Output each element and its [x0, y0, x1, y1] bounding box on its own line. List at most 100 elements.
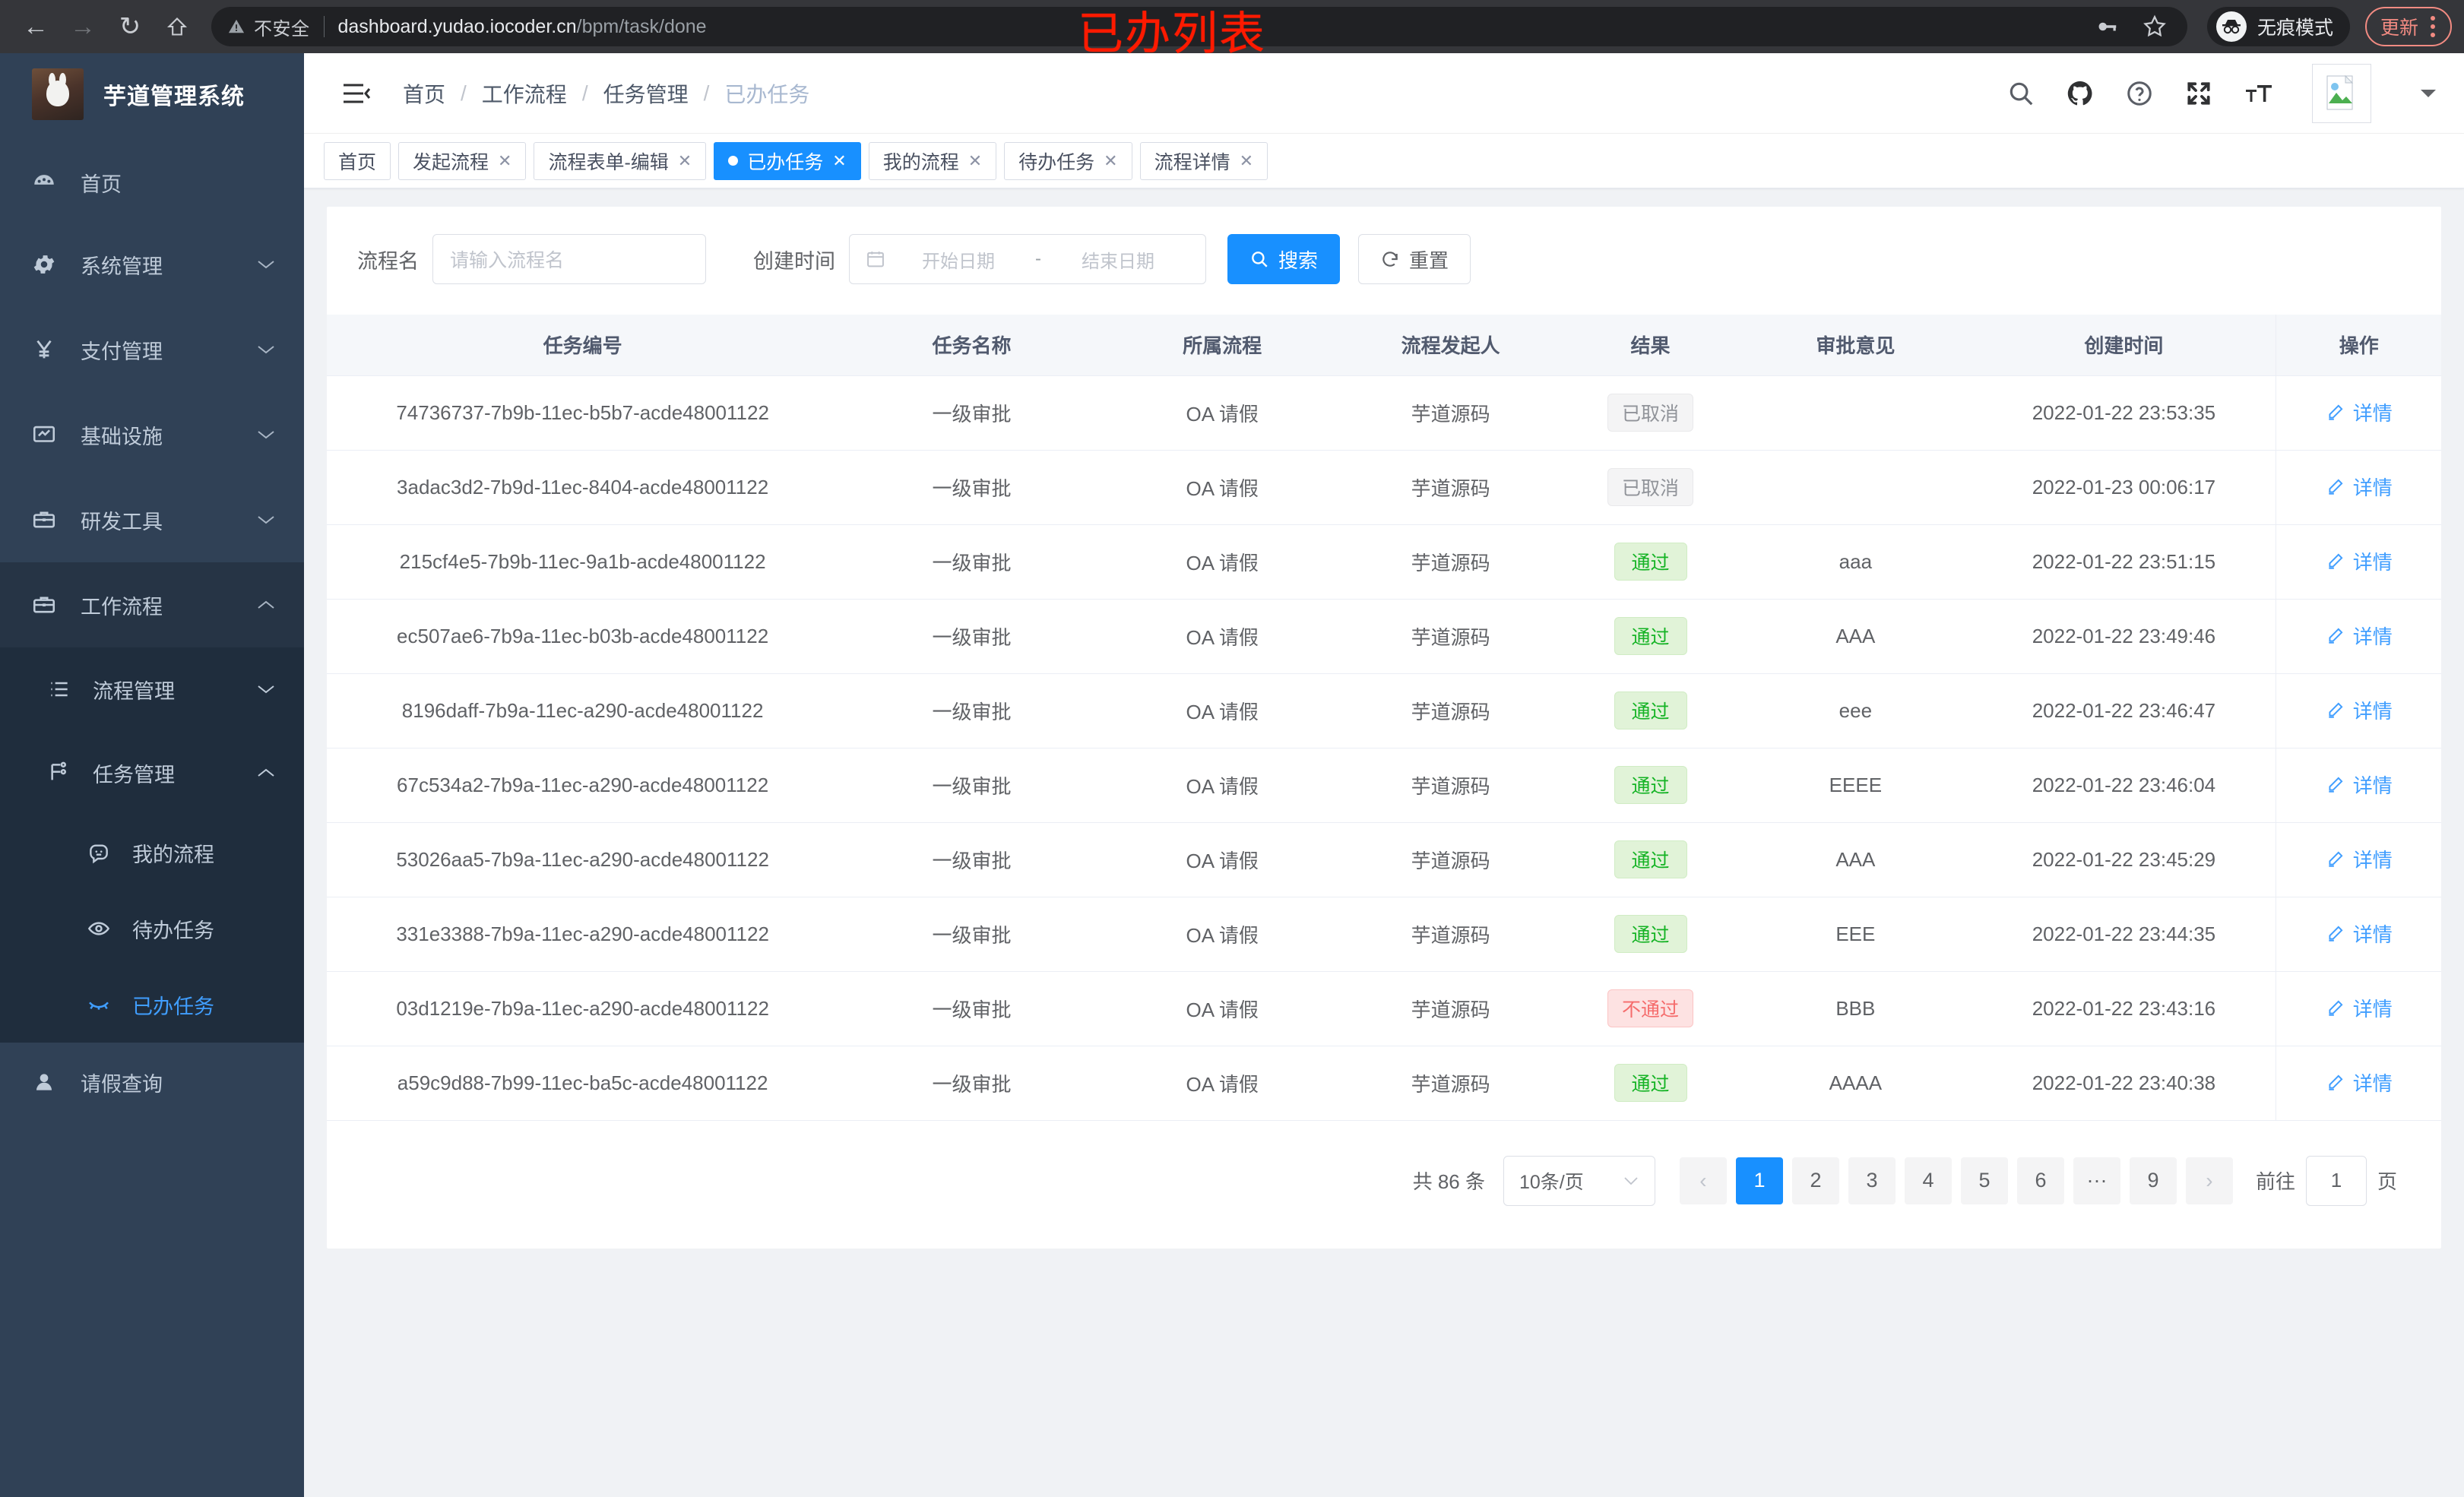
- cell-task-name: 一级审批: [838, 673, 1105, 748]
- forward-arrow-icon[interactable]: →: [70, 12, 96, 41]
- cell-comment: EEEE: [1739, 748, 1972, 823]
- tab-process-detail[interactable]: 流程详情 ✕: [1139, 141, 1268, 180]
- cell-comment: aaa: [1739, 524, 1972, 600]
- pagination-prev-button[interactable]: ‹: [1679, 1157, 1727, 1204]
- pagination-ellipsis[interactable]: ···: [2073, 1157, 2120, 1204]
- pagination-page-5[interactable]: 5: [1960, 1157, 2008, 1204]
- github-icon[interactable]: [2066, 79, 2095, 108]
- status-badge: 通过: [1614, 617, 1687, 655]
- process-name-placeholder: 请输入流程名: [450, 250, 565, 271]
- breadcrumb-item[interactable]: 工作流程: [481, 82, 567, 106]
- cell-initiator: 芋道源码: [1339, 450, 1562, 525]
- sidebar-item-home[interactable]: 首页: [0, 143, 304, 222]
- close-icon[interactable]: ✕: [832, 150, 847, 170]
- sidebar-item-payment[interactable]: 支付管理: [0, 307, 304, 392]
- pagination-page-1[interactable]: 1: [1735, 1157, 1783, 1204]
- detail-link[interactable]: 详情: [2326, 473, 2393, 501]
- detail-link[interactable]: 详情: [2326, 771, 2393, 799]
- monitor-icon: [23, 422, 65, 448]
- cell-created: 2022-01-22 23:49:46: [1972, 599, 2276, 674]
- tabs-bar: 首页 发起流程 ✕ 流程表单-编辑 ✕ 已办任务 ✕ 我的流程 ✕ 待办任务 ✕: [304, 134, 2464, 188]
- reload-icon[interactable]: ↻: [119, 12, 141, 41]
- sidebar-item-devtools[interactable]: 研发工具: [0, 477, 304, 562]
- status-badge: 通过: [1614, 1064, 1687, 1102]
- create-time-daterange[interactable]: 开始日期 - 结束日期: [849, 234, 1206, 284]
- status-badge: 通过: [1614, 692, 1687, 730]
- pencil-icon: [2326, 476, 2345, 496]
- breadcrumb-item[interactable]: 首页: [403, 82, 446, 106]
- tab-start-process[interactable]: 发起流程 ✕: [398, 141, 527, 180]
- sidebar-item-my-process[interactable]: 我的流程: [0, 815, 304, 891]
- search-icon[interactable]: [2006, 79, 2035, 108]
- cell-result: 通过: [1561, 748, 1740, 823]
- tab-home[interactable]: 首页: [324, 141, 391, 180]
- close-icon[interactable]: ✕: [1239, 150, 1254, 170]
- sidebar-item-todo-task[interactable]: 待办任务: [0, 891, 304, 967]
- cell-operation: 详情: [2276, 897, 2441, 972]
- pagination-page-9[interactable]: 9: [2129, 1157, 2177, 1204]
- detail-link[interactable]: 详情: [2326, 919, 2393, 948]
- sidebar-item-leave-query[interactable]: 请假查询: [0, 1043, 304, 1122]
- caret-down-icon[interactable]: [2418, 87, 2438, 100]
- pagination-page-3[interactable]: 3: [1848, 1157, 1896, 1204]
- pagination-page-6[interactable]: 6: [2016, 1157, 2064, 1204]
- avatar[interactable]: [2312, 63, 2371, 123]
- col-task-name: 任务名称: [838, 315, 1105, 376]
- sidebar-item-infrastructure[interactable]: 基础设施: [0, 392, 304, 477]
- tab-my-process[interactable]: 我的流程 ✕: [868, 141, 997, 180]
- detail-link[interactable]: 详情: [2326, 1068, 2393, 1097]
- top-header: 首页 / 工作流程 / 任务管理 / 已办任务: [304, 53, 2464, 134]
- close-icon[interactable]: ✕: [677, 150, 692, 170]
- pagination-page-2[interactable]: 2: [1791, 1157, 1839, 1204]
- create-time-label: 创建时间: [753, 249, 835, 273]
- table-row: 03d1219e-7b9a-11ec-a290-acde48001122 一级审批…: [327, 971, 2441, 1046]
- update-button[interactable]: 更新: [2364, 7, 2452, 46]
- kebab-menu-icon[interactable]: [2423, 16, 2443, 37]
- table-row: 67c534a2-7b9a-11ec-a290-acde48001122 一级审批…: [327, 748, 2441, 823]
- sidebar-item-label: 我的流程: [132, 843, 214, 866]
- home-icon[interactable]: [154, 3, 201, 50]
- sidebar-item-task-management[interactable]: 任务管理: [0, 731, 304, 815]
- breadcrumb-item[interactable]: 任务管理: [603, 82, 689, 106]
- page-size-select[interactable]: 10条/页: [1503, 1155, 1655, 1206]
- detail-link[interactable]: 详情: [2326, 547, 2393, 575]
- hamburger-icon[interactable]: [327, 81, 385, 106]
- detail-link[interactable]: 详情: [2326, 994, 2393, 1022]
- close-icon[interactable]: ✕: [968, 150, 983, 170]
- search-button[interactable]: 搜索: [1227, 234, 1341, 284]
- detail-link[interactable]: 详情: [2326, 845, 2393, 873]
- close-icon[interactable]: ✕: [1104, 150, 1118, 170]
- sidebar-item-system[interactable]: 系统管理: [0, 222, 304, 307]
- detail-link[interactable]: 详情: [2326, 696, 2393, 724]
- sidebar-item-process-management[interactable]: 流程管理: [0, 647, 304, 731]
- pagination-page-4[interactable]: 4: [1904, 1157, 1952, 1204]
- table-row: 74736737-7b9b-11ec-b5b7-acde48001122 一级审批…: [327, 375, 2441, 451]
- incognito-indicator[interactable]: 无痕模式: [2206, 7, 2350, 46]
- security-label: 不安全: [254, 18, 310, 40]
- active-dot-icon: [728, 156, 739, 166]
- key-icon[interactable]: [2095, 15, 2120, 38]
- reset-button[interactable]: 重置: [1358, 234, 1471, 284]
- close-icon[interactable]: ✕: [498, 150, 512, 170]
- help-icon[interactable]: [2125, 79, 2154, 108]
- detail-link[interactable]: 详情: [2326, 398, 2393, 426]
- cell-process: OA 请假: [1104, 375, 1340, 451]
- jump-page-input[interactable]: 1: [2305, 1155, 2367, 1206]
- col-comment: 审批意见: [1739, 315, 1972, 376]
- sidebar-item-label: 流程管理: [93, 679, 175, 703]
- back-arrow-icon[interactable]: ←: [23, 12, 49, 41]
- star-icon[interactable]: [2142, 14, 2168, 40]
- process-name-input[interactable]: 请输入流程名: [432, 234, 706, 284]
- tab-process-form-edit[interactable]: 流程表单-编辑 ✕: [534, 141, 707, 180]
- tab-todo-task[interactable]: 待办任务 ✕: [1004, 141, 1132, 180]
- sidebar-item-workflow[interactable]: 工作流程: [0, 562, 304, 647]
- address-bar[interactable]: 不安全 dashboard.yudao.iocoder.cn/bpm/task/…: [211, 7, 2187, 46]
- pagination-next-button[interactable]: ›: [2185, 1157, 2233, 1204]
- sidebar-item-done-task[interactable]: 已办任务: [0, 967, 304, 1043]
- detail-link[interactable]: 详情: [2326, 622, 2393, 650]
- fullscreen-icon[interactable]: [2184, 79, 2213, 108]
- cell-initiator: 芋道源码: [1339, 822, 1562, 897]
- brand[interactable]: 芋道管理系统: [0, 53, 304, 135]
- tab-done-task[interactable]: 已办任务 ✕: [714, 141, 861, 180]
- font-size-icon[interactable]: [2244, 80, 2274, 107]
